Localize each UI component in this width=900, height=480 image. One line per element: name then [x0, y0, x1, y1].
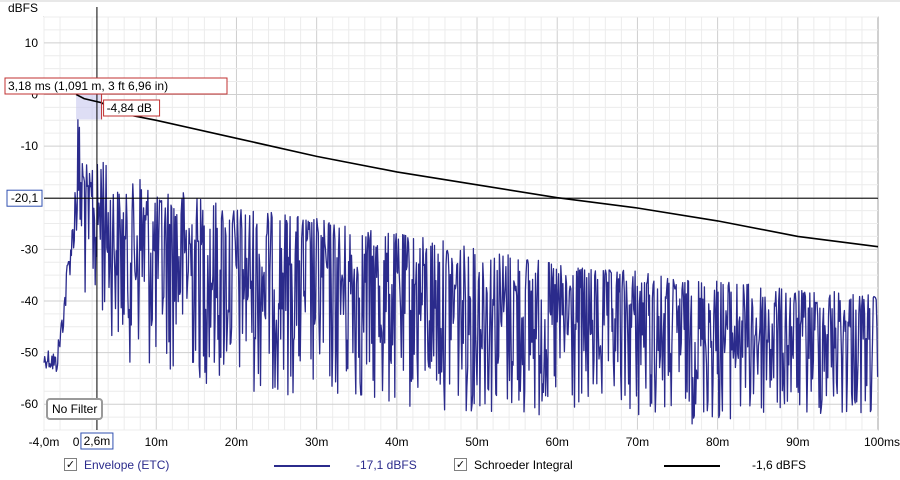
time-annotation-box	[4, 77, 228, 95]
x-tick-label: 70m	[626, 435, 649, 449]
x-tick-label: 40m	[385, 435, 408, 449]
x-tick-label: 90m	[786, 435, 809, 449]
y-tick-label: -50	[21, 346, 39, 360]
y-tick-label: -30	[21, 242, 39, 256]
cursor-x-box	[80, 432, 114, 450]
x-tick-label: 50m	[465, 435, 488, 449]
etc-chart[interactable]: 100-10-30-40-50-60dBFS-4,0m010m20m30m40m…	[0, 0, 900, 450]
etc-legend-value: -17,1 dBFS	[356, 458, 417, 472]
schroeder-legend-value: -1,6 dBFS	[752, 458, 807, 472]
x-tick-label: 10m	[145, 435, 168, 449]
x-tick-label: 80m	[706, 435, 729, 449]
y-tick-label: 10	[25, 36, 39, 50]
time-annotation: 3,18 ms (1,091 m, 3 ft 6,96 in)	[8, 79, 168, 93]
y-tick-label: -60	[21, 397, 39, 411]
schroeder-legend-label: Schroeder Integral	[474, 458, 573, 472]
y-tick-label: -10	[21, 139, 39, 153]
x-tick-label: 30m	[305, 435, 328, 449]
y-axis-label: dBFS	[8, 1, 38, 15]
y-tick-label: -40	[21, 294, 39, 308]
etc-legend-label: Envelope (ETC)	[84, 458, 170, 472]
cursor-y-box	[6, 189, 43, 207]
db-annotation: -4,84 dB	[107, 101, 152, 115]
etc-trace	[43, 118, 879, 425]
etc-checkbox[interactable]: ✓	[64, 458, 77, 471]
x-tick-label: -4,0m	[29, 435, 60, 449]
x-tick-label: 0	[73, 435, 80, 449]
legend: ✓ Envelope (ETC) -17,1 dBFS ✓ Schroeder …	[0, 450, 900, 480]
peak-shade	[76, 94, 102, 120]
db-annotation-box	[103, 99, 161, 117]
x-tick-label: 100ms	[864, 435, 900, 449]
x-tick-label: 20m	[225, 435, 248, 449]
filter-badge[interactable]: No Filter	[46, 398, 104, 420]
schroeder-checkbox[interactable]: ✓	[454, 458, 467, 471]
cursor-y-label: -20,1	[11, 191, 39, 205]
schroeder-legend-swatch	[664, 465, 720, 467]
x-tick-label: 60m	[546, 435, 569, 449]
etc-legend-swatch	[274, 465, 330, 467]
cursor-x-label: 2,6m	[84, 434, 111, 448]
